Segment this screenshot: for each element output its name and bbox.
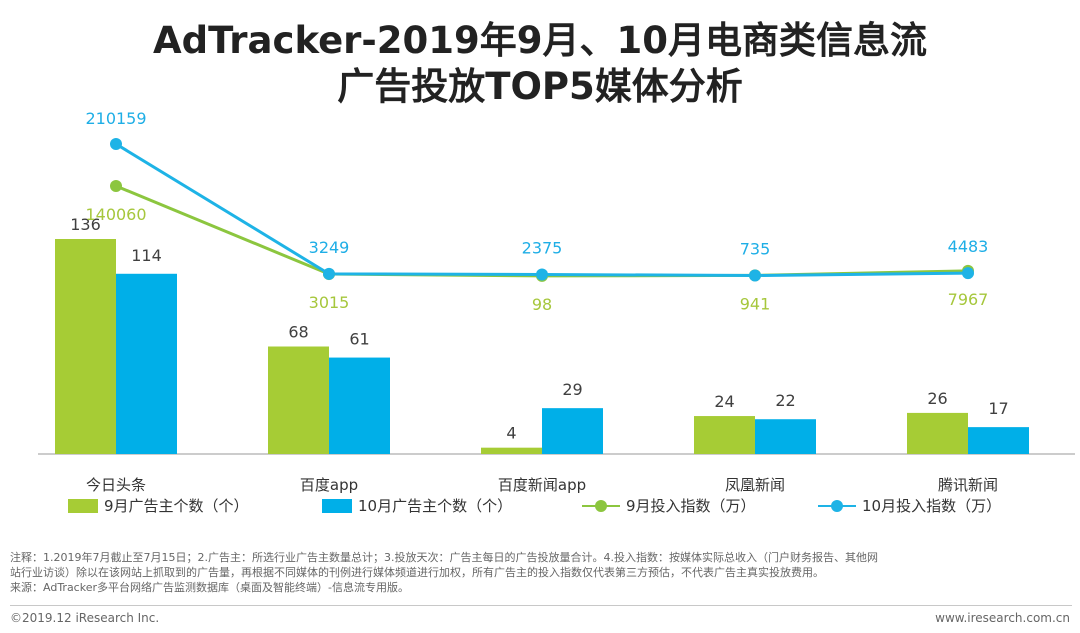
bar-oct-cat-2 [329, 357, 390, 454]
chart-title-line2: 广告投放TOP5媒体分析 [337, 65, 743, 108]
bar-oct-cat-1 [116, 273, 177, 454]
copyright-text: ©2019.12 iResearch Inc. [10, 611, 160, 625]
bar-oct-cat-3 [542, 408, 603, 454]
point-sep-cat-1 [110, 180, 122, 192]
point-oct-cat-1 [110, 138, 122, 150]
legend-item-oct-count: 10月广告主个数（个） [322, 495, 512, 516]
chart-legend: 9月广告主个数（个） 10月广告主个数（个） 9月投入指数（万） 10月投入指数… [0, 495, 1080, 517]
point-oct-cat-3 [536, 268, 548, 281]
line-label-sep-cat-5: 7967 [948, 290, 989, 309]
bar-sep-cat-2 [268, 346, 329, 454]
line-label-sep-cat-1: 140060 [85, 205, 146, 224]
footnote-line-3: 来源：AdTracker多平台网络广告监测数据库（桌面及智能终端）-信息流专用版… [10, 581, 409, 594]
chart-canvas: 136 114 今日头条 68 61 百度app 4 29 百度新闻app 24 22 凤凰新闻 26 1… [38, 109, 1075, 494]
line-label-oct-cat-5: 4483 [948, 237, 989, 256]
point-oct-cat-4 [749, 269, 761, 282]
bar-label-oct-cat-1: 114 [131, 246, 162, 265]
footer-divider [10, 605, 1072, 606]
bar-label-oct-cat-4: 22 [775, 391, 795, 410]
bar-label-sep-cat-3: 4 [506, 424, 516, 443]
legend-label-oct-index: 10月投入指数（万） [862, 497, 1002, 515]
legend-swatch-oct-index [818, 499, 856, 513]
website-link[interactable]: www.iresearch.com.cn [935, 611, 1070, 625]
line-label-sep-cat-2: 3015 [309, 293, 350, 312]
bar-sep-cat-3 [481, 447, 542, 454]
bar-label-oct-cat-5: 17 [988, 399, 1008, 418]
line-label-oct-cat-1: 210159 [85, 109, 146, 128]
bar-oct-cat-5 [968, 427, 1029, 454]
legend-label-sep-index: 9月投入指数（万） [626, 497, 756, 515]
bar-label-oct-cat-3: 29 [562, 380, 582, 399]
footnote-line-1: 注释：1.2019年7月截止至7月15日；2.广告主：所选行业广告主数量总计；3… [10, 551, 878, 564]
bar-sep-cat-1 [55, 239, 116, 454]
bar-sep-cat-5 [907, 412, 968, 454]
legend-item-sep-count: 9月广告主个数（个） [68, 495, 249, 516]
bar-label-sep-cat-5: 26 [927, 389, 947, 408]
point-oct-cat-2 [323, 267, 335, 280]
line-label-oct-cat-2: 3249 [309, 238, 350, 257]
line-sep-index [115, 184, 969, 278]
x-tick-label-cat-5: 腾讯新闻 [938, 476, 998, 494]
line-label-sep-cat-3: 98 [532, 295, 552, 314]
x-tick-label-cat-3: 百度新闻app [498, 476, 586, 494]
legend-swatch-oct-count [322, 498, 352, 513]
point-oct-cat-5 [962, 267, 974, 280]
legend-item-sep-index: 9月投入指数（万） [582, 495, 756, 516]
legend-swatch-sep-index [582, 499, 620, 513]
legend-label-oct-count: 10月广告主个数（个） [358, 497, 513, 515]
footnotes: 注释：1.2019年7月截止至7月15日；2.广告主：所选行业广告主数量总计；3… [10, 550, 1072, 595]
legend-swatch-sep-count [68, 498, 98, 513]
bar-label-sep-cat-4: 24 [714, 392, 734, 411]
x-tick-label-cat-2: 百度app [300, 476, 358, 494]
legend-item-oct-index: 10月投入指数（万） [818, 495, 1001, 516]
line-label-oct-cat-4: 735 [740, 240, 771, 259]
x-tick-label-cat-4: 凤凰新闻 [725, 476, 785, 494]
bar-label-oct-cat-2: 61 [349, 330, 369, 349]
bar-sep-cat-4 [694, 416, 755, 454]
bar-label-sep-cat-2: 68 [288, 323, 308, 342]
x-tick-label-cat-1: 今日头条 [86, 476, 146, 494]
footnote-line-2: 站行业访谈）除以在该网站上抓取到的广告量，再根据不同媒体的刊例进行媒体频道进行加… [10, 566, 824, 579]
chart-title-line1: AdTracker-2019年9月、10月电商类信息流 [153, 19, 927, 62]
bar-oct-cat-4 [755, 419, 816, 454]
line-label-sep-cat-4: 941 [740, 294, 771, 313]
legend-label-sep-count: 9月广告主个数（个） [104, 497, 249, 515]
bar-label-sep-cat-1: 136 [70, 215, 101, 234]
line-label-oct-cat-3: 2375 [522, 238, 563, 257]
